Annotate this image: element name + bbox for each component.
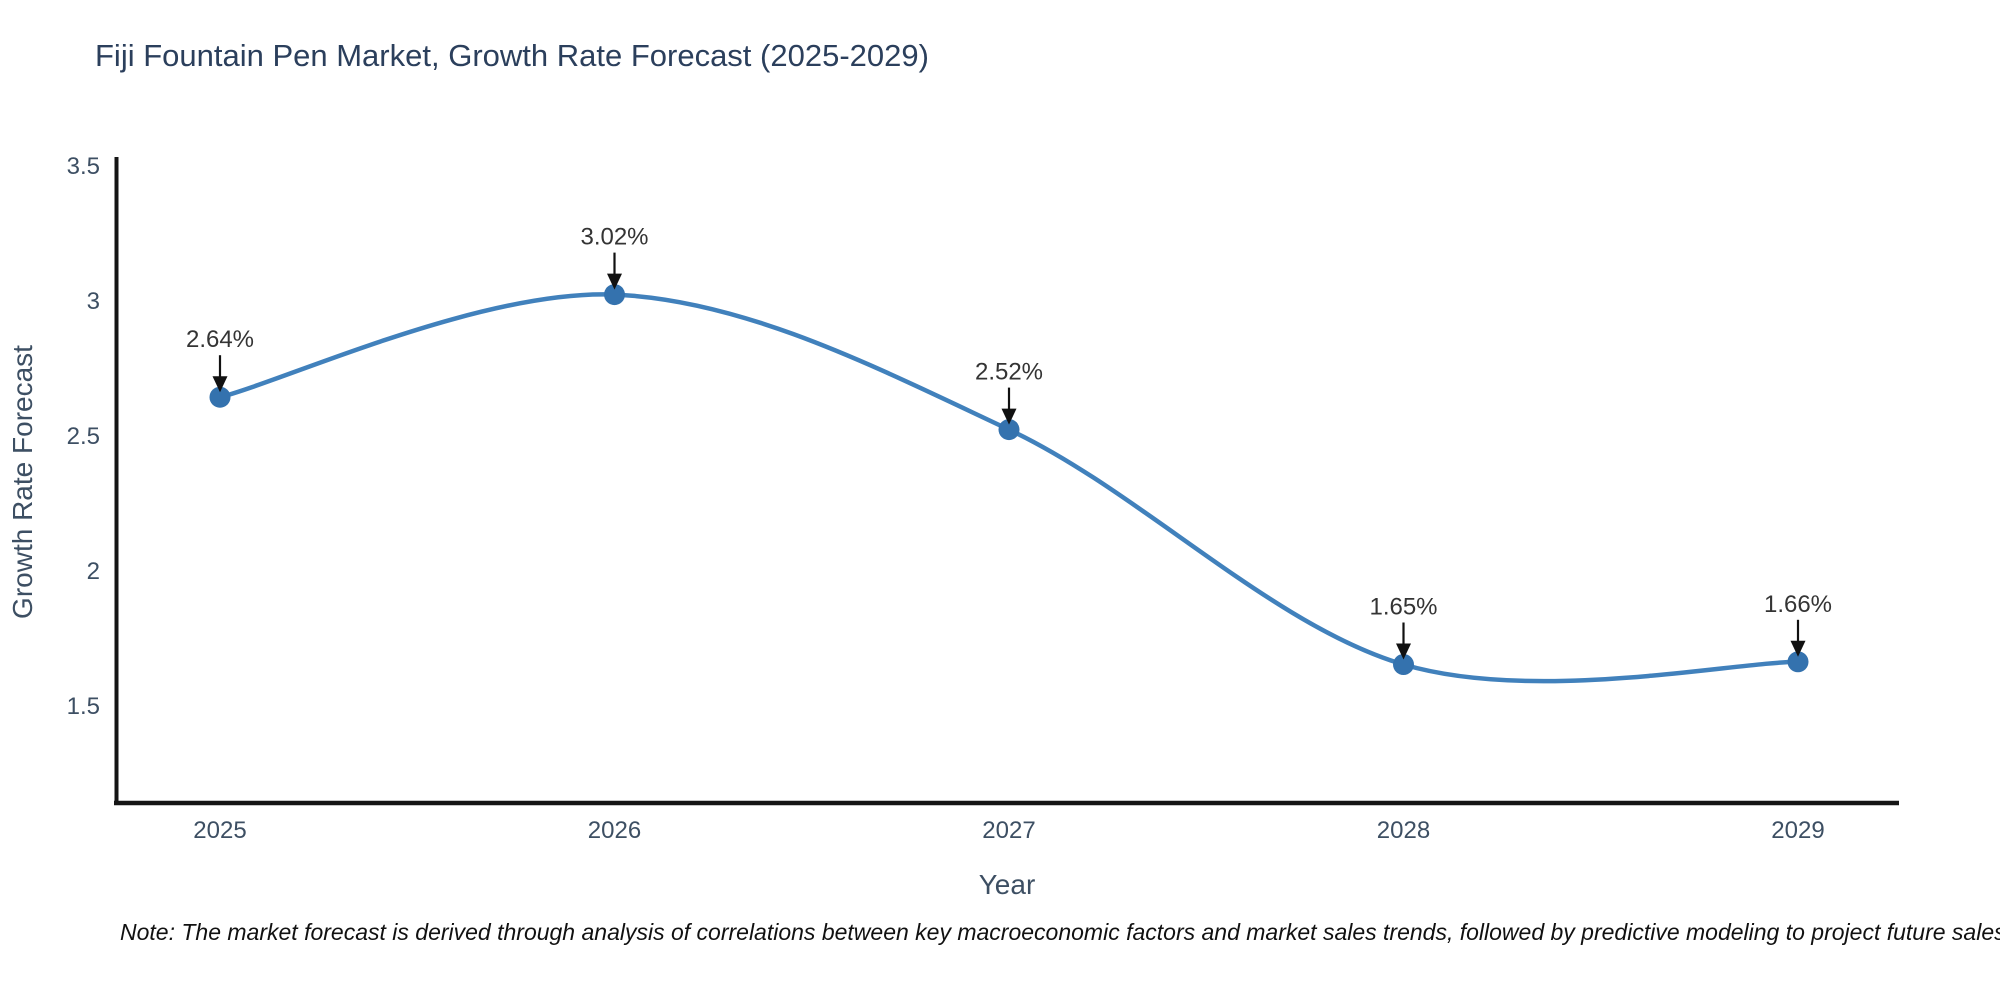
x-axis-title: Year — [979, 869, 1036, 900]
axis-tick-labels: 3.5 3 2.5 2 1.5 2025 2026 2027 2028 2029 — [67, 153, 1825, 844]
data-point-markers — [209, 284, 1809, 675]
annotation-arrowhead-icon — [212, 376, 228, 393]
y-tick-label: 1.5 — [67, 693, 100, 720]
data-point-marker — [998, 419, 1020, 441]
annotation-label: 1.65% — [1369, 594, 1437, 621]
x-tick-label: 2027 — [982, 817, 1035, 844]
x-tick-label: 2026 — [588, 817, 641, 844]
y-tick-label: 3 — [87, 288, 100, 315]
y-tick-label: 2 — [87, 558, 100, 585]
annotation-label: 3.02% — [580, 224, 648, 251]
data-point-marker — [1787, 651, 1809, 673]
annotation-arrowhead-icon — [1001, 408, 1017, 425]
chart-footnote: Note: The market forecast is derived thr… — [120, 919, 2000, 945]
forecast-line — [217, 292, 1801, 684]
point-annotations: 2.64% 3.02% 2.52% 1.65% 1.66% — [186, 224, 1832, 660]
x-tick-label: 2028 — [1377, 817, 1430, 844]
annotation-label: 2.52% — [975, 359, 1043, 386]
y-tick-label: 2.5 — [67, 423, 100, 450]
x-tick-label: 2025 — [193, 817, 246, 844]
data-point-marker — [604, 284, 625, 306]
annotation-label: 2.64% — [186, 326, 254, 353]
annotation-label: 1.66% — [1764, 591, 1832, 618]
annotation-arrowhead-icon — [607, 273, 622, 290]
annotation-arrowhead-icon — [1790, 640, 1806, 657]
line-series — [217, 292, 1801, 684]
annotation-arrowhead-icon — [1396, 643, 1411, 660]
y-tick-label: 3.5 — [67, 153, 100, 180]
y-axis-title: Growth Rate Forecast — [7, 345, 38, 619]
chart-title: Fiji Fountain Pen Market, Growth Rate Fo… — [95, 38, 929, 73]
data-point-marker — [1393, 654, 1414, 675]
x-tick-label: 2029 — [1771, 817, 1824, 844]
data-point-marker — [209, 386, 231, 408]
